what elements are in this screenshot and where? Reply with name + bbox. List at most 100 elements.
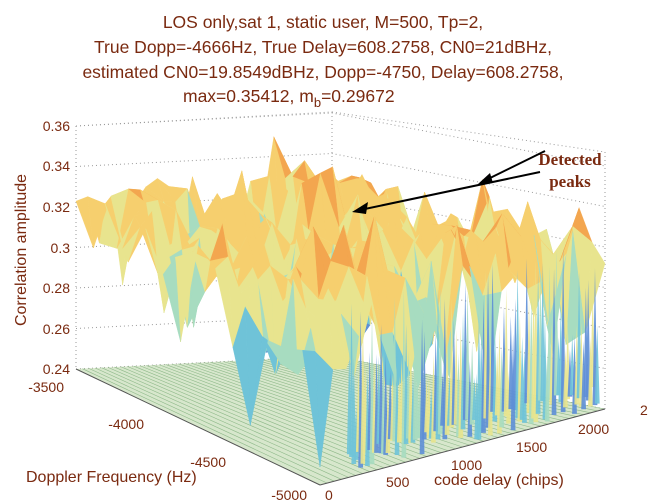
doppler-tick-label: -4000 — [108, 416, 144, 432]
floor-hatch-line — [127, 366, 378, 471]
surface-facet — [271, 222, 291, 261]
annotation-text-line-2: peaks — [549, 172, 591, 191]
z-tick-label: 0.26 — [43, 321, 70, 337]
z-axis: 0.36 0.34 0.32 0.3 0.28 0.26 0.24 Correl… — [13, 118, 70, 377]
doppler-axis-label: Doppler Frequency (Hz) — [26, 469, 197, 486]
surface-facet — [209, 223, 229, 261]
surface-facet — [302, 350, 321, 467]
annotation-arrowhead-1 — [352, 202, 368, 214]
surface-facet — [192, 251, 211, 292]
chart-title: LOS only,sat 1, static user, M=500, Tp=2… — [82, 12, 563, 110]
surface-facet — [227, 256, 246, 307]
delay-axis-label: code delay (chips) — [434, 472, 564, 489]
delay-tick-label: 500 — [386, 474, 410, 490]
surface-facet — [443, 225, 463, 365]
surface-facet — [469, 178, 490, 242]
surface-facet — [482, 213, 503, 242]
curtain-spike — [506, 370, 511, 424]
title-line-4-rest: =0.29672 — [321, 86, 394, 106]
floor-hatch-line — [95, 367, 342, 480]
surface-facet — [253, 218, 273, 230]
surface-facet — [508, 236, 528, 290]
annotation-arrow-1 — [359, 171, 541, 211]
right-top-edge — [331, 111, 606, 153]
surface-facet — [199, 226, 218, 231]
doppler-tick-label: -5000 — [271, 487, 307, 501]
surface-facet — [339, 175, 360, 183]
z-gridline — [75, 152, 606, 207]
surface-facet — [559, 207, 580, 262]
surface-facet — [463, 238, 483, 296]
detected-peaks-annotation: Detected peaks — [352, 150, 602, 214]
surface-facet — [320, 166, 340, 228]
surface-facet — [180, 245, 199, 342]
title-line-2: True Dopp=-4666Hz, True Delay=608.2758, … — [94, 37, 552, 57]
surface-facet — [197, 245, 216, 269]
floor-hatch-line — [107, 367, 356, 476]
surface-facet — [234, 235, 253, 293]
surface-facet — [382, 221, 402, 271]
floor-hatch-line — [101, 367, 349, 478]
surface-facet — [215, 256, 234, 348]
surface-facet — [438, 225, 458, 306]
z-axis-label: Correlation amplitude — [13, 174, 30, 326]
surface-facet — [269, 265, 289, 302]
floor-hatch-line — [82, 368, 328, 484]
surface-facet — [104, 203, 123, 249]
curtain-spike — [522, 348, 527, 423]
surface-facet — [495, 253, 515, 277]
title-line-4: max=0.35412, mb=0.29672 — [183, 86, 395, 110]
surface-facet — [482, 253, 502, 296]
surface-facet — [247, 212, 267, 222]
annotation-text-line-1: Detected — [538, 150, 602, 169]
surface-facet — [240, 266, 259, 294]
curtain-spike — [560, 248, 566, 413]
delay-tick-label: 0 — [325, 487, 333, 501]
surface-facet — [262, 336, 281, 376]
surface-facet — [116, 188, 135, 249]
annotation-arrow-2 — [485, 150, 546, 181]
surface-facet — [250, 336, 268, 426]
spike-curtain — [346, 248, 600, 468]
surface-facet — [292, 279, 311, 329]
delay-tick-label-partial: 2 — [640, 402, 648, 418]
surface-facet — [412, 261, 432, 303]
surface-facet — [245, 279, 264, 337]
surface-facet — [87, 196, 106, 243]
surface-facet — [181, 237, 200, 250]
surface-facet — [405, 278, 424, 388]
surface-facet — [145, 228, 164, 275]
z-tick-label: 0.32 — [43, 199, 70, 215]
title-line-4-main: max=0.35412, m — [183, 86, 314, 106]
surface-facet — [75, 196, 94, 249]
floor-hatch-line — [120, 366, 370, 472]
delay-tick-label: 2000 — [578, 421, 609, 437]
floor-hatch-line — [88, 368, 335, 482]
annotation-arrowhead-2 — [478, 173, 493, 184]
surface-facet — [232, 306, 251, 426]
surface-facet — [315, 288, 334, 370]
z-gridline — [75, 112, 606, 167]
surface-facet — [122, 215, 141, 249]
curtain-spike — [465, 290, 470, 420]
surface-facet — [520, 235, 541, 282]
curtain-spike — [553, 250, 559, 396]
delay-axis-line — [319, 408, 606, 486]
doppler-tick-label: -4500 — [190, 454, 226, 470]
surface-facet — [330, 225, 350, 267]
surface-facet — [162, 256, 181, 342]
curtain-spike — [588, 337, 593, 407]
surface-facet — [157, 199, 177, 245]
surface-facet — [145, 178, 165, 202]
surface-facet — [284, 347, 303, 376]
title-line-1: LOS only,sat 1, static user, M=500, Tp=2… — [163, 12, 483, 32]
z-tick-label: 0.24 — [43, 361, 70, 377]
front-axes — [75, 368, 606, 486]
surface-facet — [366, 276, 385, 385]
delay-axis: 0 500 1000 1500 2000 2 code delay (chips… — [325, 402, 648, 501]
surface-facet — [374, 215, 393, 333]
z-tick-label: 0.28 — [43, 280, 70, 296]
z-tick-label: 0.3 — [51, 240, 71, 256]
curtain-spike — [544, 352, 550, 422]
doppler-tick-label: -3500 — [28, 379, 64, 395]
